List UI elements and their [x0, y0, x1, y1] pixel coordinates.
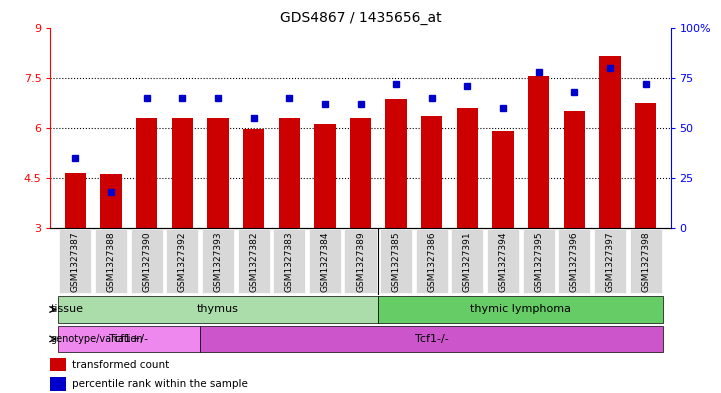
Text: GSM1327395: GSM1327395	[534, 231, 543, 292]
Bar	[172, 118, 193, 228]
FancyBboxPatch shape	[629, 229, 662, 294]
FancyBboxPatch shape	[167, 229, 198, 294]
Text: GSM1327385: GSM1327385	[392, 231, 401, 292]
Text: percentile rank within the sample: percentile rank within the sample	[72, 379, 248, 389]
FancyBboxPatch shape	[58, 326, 200, 352]
Text: GSM1327386: GSM1327386	[428, 231, 436, 292]
Text: GSM1327390: GSM1327390	[142, 231, 151, 292]
FancyBboxPatch shape	[380, 229, 412, 294]
FancyBboxPatch shape	[95, 229, 127, 294]
Text: GSM1327396: GSM1327396	[570, 231, 579, 292]
FancyBboxPatch shape	[309, 229, 341, 294]
Bar	[243, 129, 265, 228]
Bar	[528, 76, 549, 228]
Bar	[421, 116, 443, 228]
Bar	[314, 124, 335, 228]
Bar	[386, 99, 407, 228]
FancyBboxPatch shape	[523, 229, 554, 294]
Text: GSM1327382: GSM1327382	[249, 231, 258, 292]
Text: GSM1327393: GSM1327393	[213, 231, 223, 292]
Bar	[599, 56, 621, 228]
Bar	[350, 118, 371, 228]
Bar	[207, 118, 229, 228]
Text: Tcf1-/-: Tcf1-/-	[415, 334, 448, 344]
Bar	[492, 131, 514, 228]
Text: GSM1327392: GSM1327392	[178, 231, 187, 292]
Title: GDS4867 / 1435656_at: GDS4867 / 1435656_at	[280, 11, 441, 25]
FancyBboxPatch shape	[273, 229, 305, 294]
Text: thymic lymphoma: thymic lymphoma	[470, 305, 571, 314]
Bar	[50, 377, 66, 391]
Bar	[136, 118, 157, 228]
Text: genotype/variation: genotype/variation	[50, 334, 143, 344]
Bar	[635, 103, 656, 228]
Text: GSM1327389: GSM1327389	[356, 231, 365, 292]
FancyBboxPatch shape	[202, 229, 234, 294]
Text: tissue: tissue	[50, 305, 84, 314]
Bar	[100, 174, 122, 228]
Text: GSM1327387: GSM1327387	[71, 231, 80, 292]
Text: Tcf1+/-: Tcf1+/-	[110, 334, 149, 344]
FancyBboxPatch shape	[594, 229, 626, 294]
FancyBboxPatch shape	[487, 229, 519, 294]
FancyBboxPatch shape	[237, 229, 270, 294]
FancyBboxPatch shape	[131, 229, 163, 294]
FancyBboxPatch shape	[416, 229, 448, 294]
Bar	[65, 173, 86, 228]
Text: thymus: thymus	[197, 305, 239, 314]
FancyBboxPatch shape	[200, 326, 663, 352]
Text: GSM1327397: GSM1327397	[606, 231, 614, 292]
Bar	[456, 108, 478, 228]
Text: GSM1327383: GSM1327383	[285, 231, 293, 292]
Text: GSM1327384: GSM1327384	[320, 231, 329, 292]
Bar	[50, 358, 66, 371]
Text: GSM1327394: GSM1327394	[498, 231, 508, 292]
FancyBboxPatch shape	[58, 296, 379, 323]
FancyBboxPatch shape	[451, 229, 484, 294]
FancyBboxPatch shape	[59, 229, 92, 294]
Text: GSM1327388: GSM1327388	[107, 231, 115, 292]
Text: transformed count: transformed count	[72, 360, 169, 370]
Bar	[278, 118, 300, 228]
Text: GSM1327398: GSM1327398	[641, 231, 650, 292]
FancyBboxPatch shape	[558, 229, 590, 294]
Text: GSM1327391: GSM1327391	[463, 231, 472, 292]
Bar	[564, 111, 585, 228]
FancyBboxPatch shape	[379, 296, 663, 323]
FancyBboxPatch shape	[345, 229, 376, 294]
